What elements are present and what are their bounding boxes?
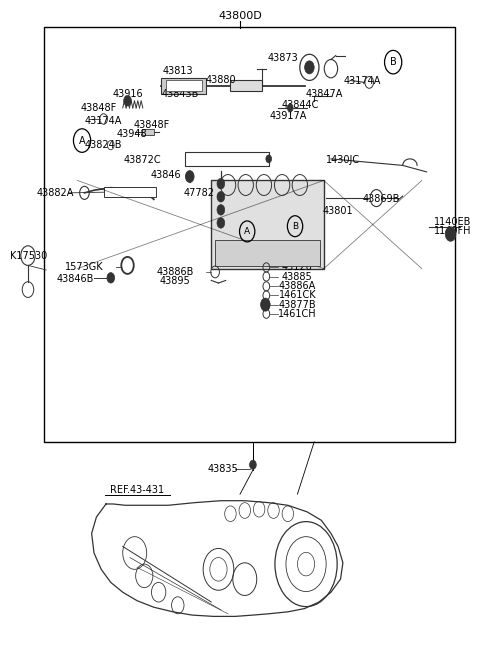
Circle shape [250,460,256,470]
Text: 1140FH: 1140FH [434,227,472,236]
Circle shape [217,178,225,189]
FancyBboxPatch shape [185,152,269,166]
Circle shape [445,227,456,241]
Text: 43846B: 43846B [56,274,94,284]
Text: 43880: 43880 [205,75,236,85]
FancyBboxPatch shape [104,187,156,196]
Text: 43813: 43813 [162,66,193,75]
Text: 43948: 43948 [117,129,148,139]
Text: 43801: 43801 [323,206,353,216]
Text: 43848F: 43848F [81,103,117,113]
Circle shape [124,96,132,106]
Text: 43174A: 43174A [84,116,122,126]
Text: 43869B: 43869B [362,194,400,204]
Text: REF.43-431: REF.43-431 [110,485,164,495]
Text: 43877B: 43877B [278,299,316,310]
Text: 47782: 47782 [184,188,215,198]
FancyBboxPatch shape [142,130,154,135]
Circle shape [217,191,225,202]
Text: 43886B: 43886B [156,267,194,277]
FancyBboxPatch shape [211,180,324,269]
Text: 43885: 43885 [282,272,313,282]
Text: 1430JC: 1430JC [326,155,360,165]
Text: B: B [390,57,396,67]
Circle shape [305,61,314,74]
Text: 43844C: 43844C [281,100,319,110]
Text: 1140EB: 1140EB [434,217,472,227]
Text: K17530: K17530 [10,251,47,261]
Circle shape [266,155,272,163]
Text: 43916: 43916 [112,89,143,99]
Text: 43847A: 43847A [305,89,342,99]
Text: A: A [244,227,250,236]
Text: B: B [292,221,298,231]
Circle shape [217,204,225,215]
Text: 43848F: 43848F [133,120,169,130]
Text: 1461CH: 1461CH [278,309,317,319]
Text: 43126: 43126 [282,263,313,272]
Text: 43824B: 43824B [85,140,122,150]
Text: 1573GK: 1573GK [65,263,104,272]
Text: A: A [79,136,85,145]
Text: 43886A: 43886A [279,282,316,291]
FancyBboxPatch shape [215,240,321,266]
Text: 43835: 43835 [208,464,239,474]
Text: 43872C: 43872C [123,155,161,165]
Circle shape [107,272,115,283]
Circle shape [288,104,293,112]
Text: 43882A: 43882A [37,188,74,198]
Text: 43895: 43895 [160,276,191,286]
Circle shape [185,171,194,182]
Text: 43174A: 43174A [343,76,381,86]
FancyBboxPatch shape [161,78,206,94]
Text: 43917A: 43917A [269,111,307,121]
Circle shape [261,298,270,311]
Text: 43843B: 43843B [161,89,199,99]
FancyBboxPatch shape [230,81,262,91]
Text: 43873: 43873 [268,53,299,64]
Text: 1461CK: 1461CK [278,290,316,301]
Text: 43800D: 43800D [218,11,262,22]
Circle shape [217,217,225,228]
FancyBboxPatch shape [44,27,456,442]
FancyBboxPatch shape [166,81,202,91]
Text: 43846: 43846 [151,170,181,180]
